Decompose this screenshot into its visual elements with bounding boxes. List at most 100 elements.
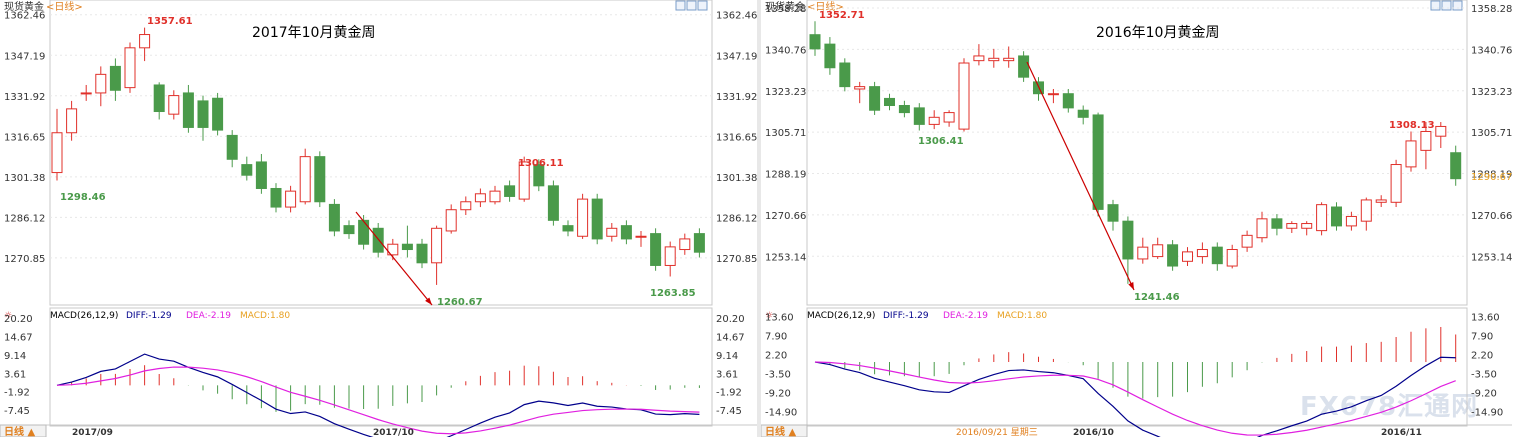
- y-tick-label: 1270.66: [765, 211, 806, 222]
- candle: [431, 227, 443, 264]
- x-tick-label: 2016/11: [1381, 428, 1422, 437]
- candle: [416, 243, 428, 264]
- macd-tick-label: 9.14: [716, 351, 738, 362]
- candle: [445, 209, 457, 232]
- diff-line: [56, 353, 700, 437]
- macd-tick-label: 20.20: [4, 314, 33, 325]
- candle: [182, 92, 194, 128]
- candle: [533, 164, 545, 187]
- period-button: [0, 424, 47, 437]
- candle: [1360, 199, 1372, 222]
- y-tick-label: 1288.19: [765, 170, 806, 181]
- candle: [1092, 114, 1104, 210]
- macd-tick-label: -9.20: [765, 389, 791, 400]
- chart-panel-2016[interactable]: 现货黄金 <日线> 2016年10月黄金周 1358.28 1358.28 1340.76…: [761, 0, 1514, 437]
- chart-title: 2016年10月黄金周: [1096, 24, 1219, 41]
- y-tick-label: 1340.76: [1471, 45, 1512, 56]
- y-tick-label: 1270.85: [716, 254, 757, 265]
- candle: [460, 201, 472, 211]
- macd-tick-label: -7.45: [716, 406, 742, 417]
- candle: [664, 246, 676, 266]
- candle: [1301, 223, 1313, 229]
- macd-tick-label: 14.67: [4, 332, 33, 343]
- window-icon: [1441, 0, 1452, 11]
- macd-tick-label: -3.50: [1471, 370, 1497, 381]
- candle: [1062, 93, 1074, 109]
- macd-tick-label: -14.90: [1471, 408, 1503, 419]
- price-annotation: 1298.46: [60, 192, 106, 203]
- candle: [255, 161, 267, 189]
- y-tick-label: 1286.12: [4, 213, 45, 224]
- y-tick-label: 1305.71: [1471, 128, 1512, 139]
- macd-tick-label: 9.14: [4, 351, 26, 362]
- candle: [241, 164, 253, 176]
- price-annotation: 1306.41: [918, 136, 964, 147]
- price-frame: [49, 0, 713, 306]
- y-tick-label: 1331.92: [4, 92, 45, 103]
- macd-tick-label: 7.90: [765, 332, 787, 343]
- macd-tick-label: -3.50: [765, 370, 791, 381]
- candle: [1226, 249, 1238, 267]
- period-button-label: 日线 ▲: [4, 425, 35, 437]
- price-annotation: 1306.11: [518, 158, 564, 169]
- macd-label: MACD(26,12,9): [807, 311, 875, 321]
- macd-tick-label: 14.67: [716, 332, 745, 343]
- y-tick-label: 1270.85: [4, 254, 45, 265]
- candle: [693, 233, 705, 253]
- candle: [474, 193, 486, 203]
- candle: [562, 225, 574, 232]
- candle: [270, 187, 282, 208]
- candle: [635, 235, 647, 238]
- candle: [343, 225, 355, 235]
- candle: [168, 95, 180, 115]
- y-tick-label: 1288.19: [1471, 170, 1512, 181]
- price-annotation: 1357.61: [147, 16, 193, 27]
- instrument-name: 现货黄金: [765, 0, 805, 13]
- candle: [1077, 109, 1089, 118]
- instrument-name: 现货黄金: [4, 0, 44, 13]
- y-tick-label: 1347.19: [716, 51, 757, 62]
- candle: [988, 57, 1000, 62]
- macd-tick-label: 3.61: [716, 369, 738, 380]
- candle: [1137, 246, 1149, 260]
- x-tick-label: 2016/10: [1073, 428, 1114, 437]
- trend-arrow-head: [425, 297, 432, 305]
- candle: [1286, 223, 1298, 229]
- macd-tick-label: 13.60: [765, 313, 794, 324]
- candle: [1167, 244, 1179, 267]
- y-tick-label: 1253.14: [1471, 252, 1512, 263]
- candle: [1122, 220, 1134, 260]
- panel-divider: [757, 0, 761, 437]
- candle: [620, 225, 632, 240]
- candle: [401, 243, 413, 251]
- candle: [1256, 218, 1268, 239]
- dea-line: [56, 366, 700, 435]
- y-tick-label: 1340.76: [765, 45, 806, 56]
- candle: [943, 112, 955, 123]
- y-tick-label: 1301.38: [4, 173, 45, 184]
- x-tick-label: 2016/09/21 星期三: [956, 427, 1038, 437]
- y-tick-label: 1358.28: [1471, 4, 1512, 15]
- y-tick-label: 1323.23: [1471, 87, 1512, 98]
- macd-icon: ☼: [4, 311, 12, 321]
- macd-tick-label: 3.61: [4, 369, 26, 380]
- candle: [650, 233, 662, 266]
- candle: [679, 238, 691, 251]
- candle: [95, 73, 107, 94]
- candle: [109, 65, 121, 91]
- y-tick-label: 1362.46: [716, 11, 757, 22]
- macd-tick-label: -7.45: [4, 406, 30, 417]
- candle: [1420, 130, 1432, 151]
- y-tick-label: 1331.92: [716, 92, 757, 103]
- chart-panel-2017[interactable]: 现货黄金 <日线> 2017年10月黄金周 1362.46 1362.46 1347.19…: [0, 0, 757, 437]
- candle: [226, 134, 238, 160]
- candle: [1018, 55, 1030, 78]
- macd-value: MACD:1.80: [997, 311, 1047, 321]
- candle: [153, 84, 165, 113]
- window-icon: [1430, 0, 1441, 11]
- candle: [1345, 215, 1357, 227]
- period-button: [761, 424, 808, 437]
- candle: [928, 116, 940, 125]
- macd-tick-label: 20.20: [716, 314, 745, 325]
- macd-tick-label: -1.92: [716, 388, 742, 399]
